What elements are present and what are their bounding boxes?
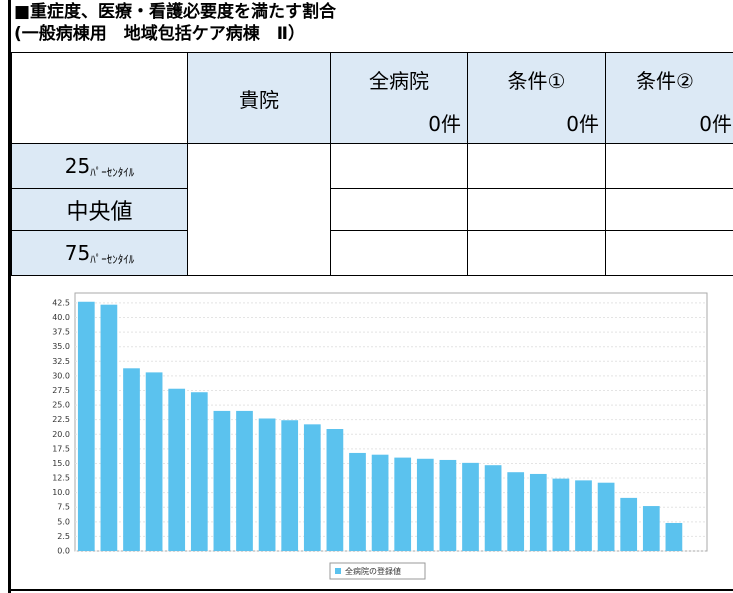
bar: [529, 473, 547, 551]
row-suffix: ﾊﾟｰｾﾝﾀｲﾙ: [90, 166, 135, 179]
y-tick-label: 2.5: [57, 532, 70, 541]
y-tick-label: 20.0: [52, 430, 70, 439]
bar: [213, 410, 231, 551]
y-tick-label: 12.5: [52, 474, 70, 483]
y-tick-label: 17.5: [52, 444, 70, 453]
column-name: 条件②: [636, 69, 694, 93]
bar: [123, 368, 140, 551]
cell: [605, 230, 733, 276]
column-count: 0件: [699, 112, 732, 136]
legend-frame: [329, 562, 426, 580]
row-text: 中央値: [66, 199, 133, 225]
bar: [190, 392, 208, 551]
bar: [281, 420, 299, 551]
row-suffix: ﾊﾟｰｾﾝﾀｲﾙ: [90, 253, 135, 266]
y-tick-label: 40.0: [52, 313, 70, 322]
y-tick-label: 22.5: [52, 415, 70, 424]
bar: [416, 458, 434, 551]
bottom-border: [11, 589, 733, 591]
row-number: 25: [64, 154, 91, 178]
bar: [552, 478, 570, 551]
y-tick-label: 32.5: [52, 357, 70, 366]
column-header: 条件① 0件: [467, 52, 606, 144]
y-tick-label: 27.5: [52, 386, 70, 395]
bar: [484, 465, 502, 551]
bar: [575, 480, 592, 551]
row-label: 75 ﾊﾟｰｾﾝﾀｲﾙ: [11, 230, 188, 276]
bar: [597, 482, 615, 551]
bar: [349, 452, 366, 551]
bar: [303, 424, 321, 551]
y-tick-label: 7.5: [57, 503, 70, 512]
row-number: 75: [64, 241, 91, 265]
bar: [77, 301, 95, 551]
y-tick-label: 37.5: [52, 328, 70, 337]
column-header: 貴院: [187, 52, 331, 144]
left-border: [8, 0, 11, 593]
row-label: 中央値: [11, 188, 188, 231]
bar: [168, 388, 186, 551]
y-tick-label: 0.0: [57, 547, 70, 556]
bar: [326, 429, 344, 551]
column-count: 0件: [428, 112, 461, 136]
subtitle: (一般病棟用 地域包括ケア病棟 Ⅱ）: [14, 24, 305, 44]
y-tick-label: 10.0: [52, 488, 70, 497]
bar: [145, 372, 163, 551]
y-tick-label: 25.0: [52, 401, 70, 410]
column-header: 条件② 0件: [605, 52, 733, 144]
column-name: 条件①: [507, 69, 566, 93]
column-header: 全病院 0件: [330, 52, 468, 144]
bar: [371, 454, 389, 551]
bar: [462, 462, 479, 551]
column-name: 貴院: [239, 87, 279, 112]
bar: [439, 459, 457, 551]
bar: [642, 506, 660, 551]
column-count: 0件: [566, 112, 599, 136]
bar: [394, 457, 412, 551]
y-tick-label: 42.5: [52, 298, 70, 307]
title: ■重症度、医療・看護必要度を満たす割合: [14, 2, 337, 22]
y-tick-label: 35.0: [52, 342, 70, 351]
bar: [236, 410, 253, 551]
y-tick-label: 30.0: [52, 371, 70, 380]
legend-label: 全病院の登録値: [345, 566, 401, 576]
y-tick-label: 15.0: [52, 459, 70, 468]
bar: [100, 304, 118, 551]
column-name: 全病院: [369, 69, 429, 93]
bar: [507, 472, 525, 551]
bar: [665, 522, 683, 551]
bar: [258, 418, 276, 551]
bar: [620, 497, 638, 551]
y-tick-label: 5.0: [57, 517, 70, 526]
legend-swatch: [335, 568, 341, 574]
